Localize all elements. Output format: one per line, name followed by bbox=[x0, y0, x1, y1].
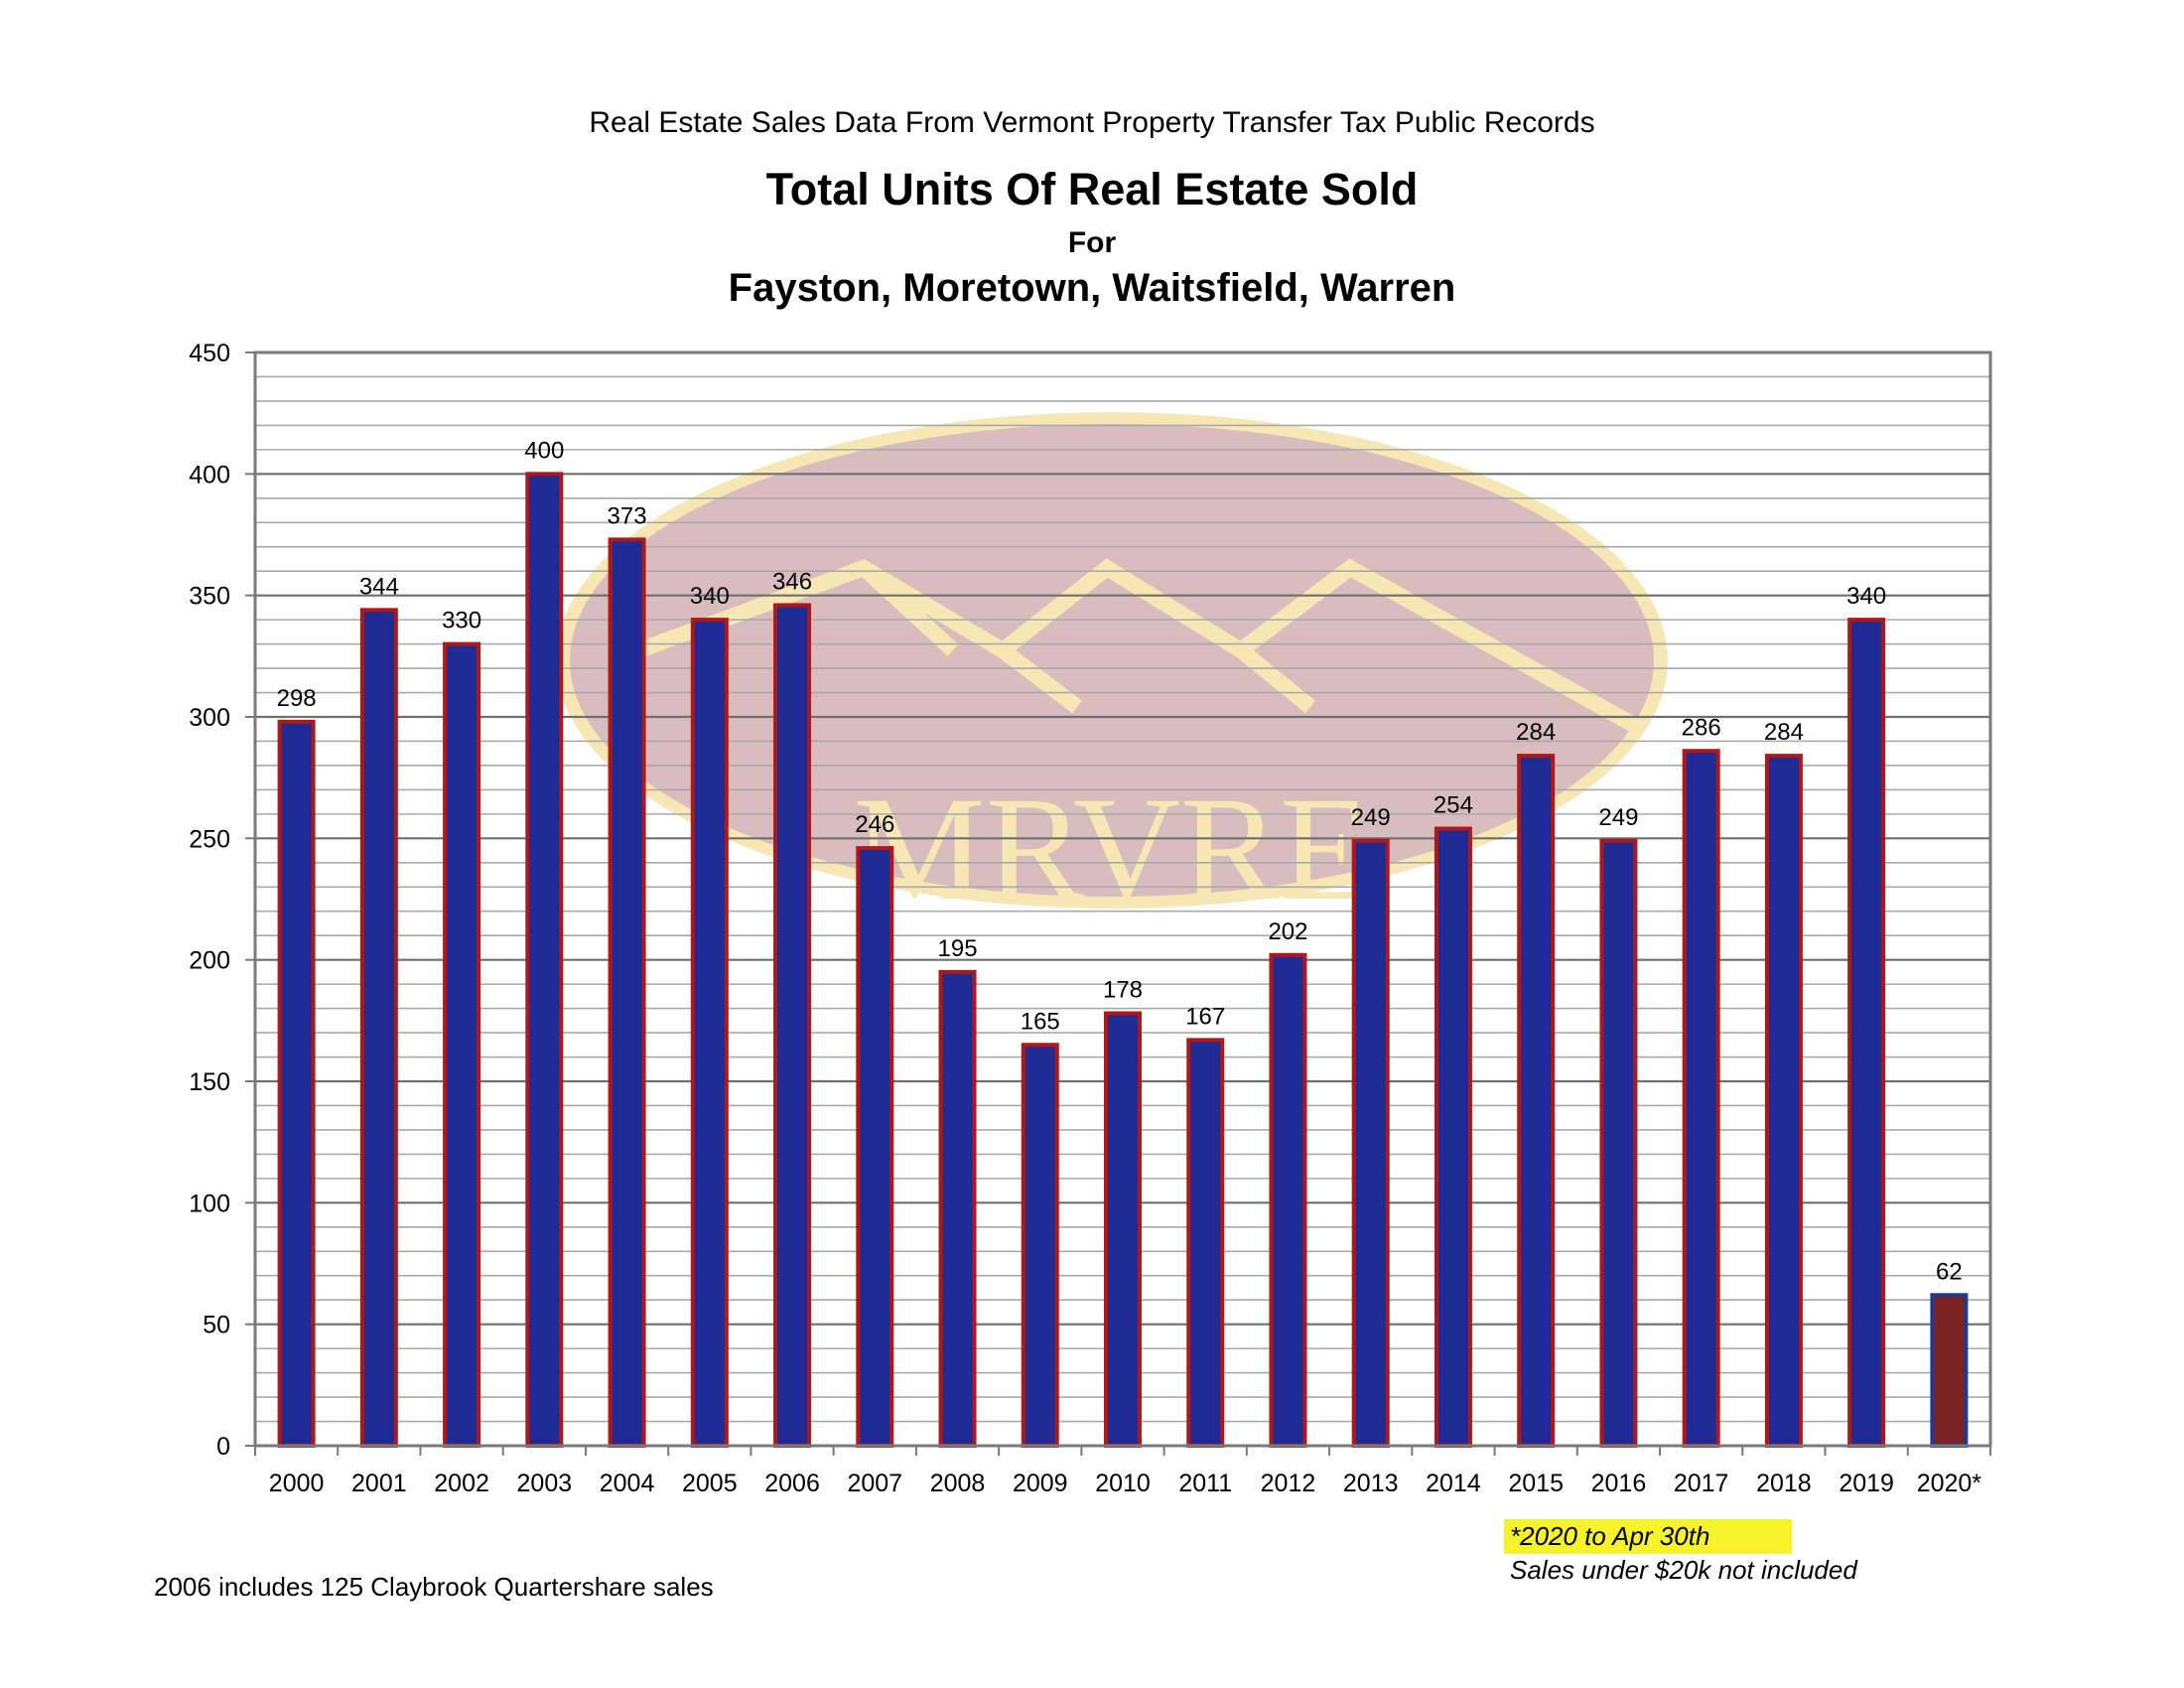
bar-2012 bbox=[1269, 952, 1307, 1448]
footnote-exclusion: Sales under $20k not included bbox=[1510, 1555, 1857, 1585]
y-tick-label: 350 bbox=[189, 583, 230, 611]
bar-2006 bbox=[773, 603, 812, 1448]
data-label: 195 bbox=[938, 935, 978, 962]
x-tick-label: 2019 bbox=[1839, 1470, 1894, 1497]
x-tick-label: 2007 bbox=[847, 1470, 902, 1497]
x-tick-label: 2006 bbox=[764, 1470, 820, 1497]
bar-2001 bbox=[359, 608, 398, 1448]
bar-2009 bbox=[1021, 1043, 1059, 1449]
bar-2016 bbox=[1599, 838, 1638, 1448]
bar-2014 bbox=[1433, 826, 1472, 1448]
data-label: 249 bbox=[1598, 804, 1638, 831]
y-tick-label: 250 bbox=[189, 825, 230, 853]
bar-2005 bbox=[690, 618, 729, 1448]
y-tick-label: 0 bbox=[216, 1433, 230, 1461]
data-label: 284 bbox=[1764, 719, 1804, 746]
watermark-oval bbox=[570, 424, 1654, 897]
chart-subtitle-for: For bbox=[1067, 226, 1117, 259]
data-label: 330 bbox=[442, 608, 481, 634]
x-tick-label: 2005 bbox=[682, 1470, 738, 1497]
x-tick-label: 2001 bbox=[351, 1470, 407, 1497]
mrvre-logo-watermark: MRVRE bbox=[556, 412, 1668, 931]
bar-2020* bbox=[1930, 1293, 1969, 1448]
x-tick-label: 2012 bbox=[1261, 1470, 1316, 1497]
x-tick-label: 2008 bbox=[930, 1470, 986, 1497]
data-label: 202 bbox=[1268, 918, 1307, 945]
bar-2000 bbox=[277, 719, 316, 1448]
x-tick-label: 2000 bbox=[269, 1470, 325, 1497]
y-tick-label: 400 bbox=[189, 461, 230, 489]
data-label: 249 bbox=[1351, 804, 1391, 831]
x-tick-label: 2013 bbox=[1343, 1470, 1399, 1497]
data-label: 340 bbox=[1846, 583, 1886, 610]
y-tick-label: 300 bbox=[189, 704, 230, 732]
y-tick-label: 450 bbox=[189, 340, 230, 367]
data-label: 167 bbox=[1185, 1003, 1225, 1030]
x-tick-label: 2002 bbox=[434, 1470, 489, 1497]
y-tick-label: 100 bbox=[189, 1190, 230, 1217]
data-label: 246 bbox=[855, 811, 894, 838]
y-tick-label: 200 bbox=[189, 947, 230, 975]
bar-2013 bbox=[1351, 838, 1390, 1448]
data-label: 165 bbox=[1021, 1008, 1060, 1035]
bar-2017 bbox=[1682, 749, 1720, 1448]
data-label: 178 bbox=[1103, 976, 1143, 1003]
data-label: 286 bbox=[1682, 714, 1721, 741]
bar-2011 bbox=[1186, 1038, 1225, 1448]
x-tick-label: 2009 bbox=[1013, 1470, 1068, 1497]
data-label: 340 bbox=[690, 583, 730, 610]
chart-title: Total Units Of Real Estate Sold bbox=[765, 164, 1419, 214]
chart-source-line: Real Estate Sales Data From Vermont Prop… bbox=[589, 106, 1595, 139]
x-tick-label: 2011 bbox=[1178, 1470, 1232, 1497]
bar-2004 bbox=[608, 537, 646, 1448]
y-tick-label: 50 bbox=[203, 1312, 230, 1339]
watermark-mountains-icon bbox=[622, 558, 1647, 738]
data-label: 254 bbox=[1433, 792, 1473, 819]
x-tick-label: 2010 bbox=[1095, 1470, 1151, 1497]
bar-2018 bbox=[1764, 754, 1803, 1448]
data-label: 298 bbox=[277, 685, 317, 712]
data-label: 344 bbox=[359, 573, 399, 600]
data-label: 284 bbox=[1516, 719, 1556, 746]
watermark-text: MRVRE bbox=[853, 767, 1370, 931]
bar-2002 bbox=[443, 641, 481, 1448]
x-tick-label: 2015 bbox=[1508, 1470, 1564, 1497]
x-tick-label: 2020* bbox=[1917, 1470, 1982, 1497]
x-axis: 2000 2001 2002 2003 2004 2005 2006 2007 2008 2009… bbox=[254, 1444, 1991, 1497]
data-label: 400 bbox=[524, 437, 564, 464]
footnote-2020-partial: *2020 to Apr 30th bbox=[1504, 1519, 1792, 1554]
chart-subtitle-towns: Fayston, Moretown, Waitsfield, Warren bbox=[728, 266, 1456, 310]
bar-2015 bbox=[1517, 754, 1556, 1448]
x-tick-label: 2004 bbox=[600, 1470, 655, 1497]
y-axis: 0 50 100 150 200 250 300 350 400 450 bbox=[189, 340, 255, 1461]
data-label: 346 bbox=[772, 568, 812, 595]
data-label: 373 bbox=[608, 502, 647, 529]
x-tick-label: 2014 bbox=[1426, 1470, 1481, 1497]
bar-2007 bbox=[856, 846, 894, 1448]
bar-2010 bbox=[1104, 1011, 1142, 1448]
x-tick-label: 2003 bbox=[517, 1470, 573, 1497]
bar-2019 bbox=[1847, 618, 1886, 1448]
x-tick-label: 2017 bbox=[1674, 1470, 1729, 1497]
x-tick-label: 2016 bbox=[1591, 1470, 1647, 1497]
x-tick-label: 2018 bbox=[1756, 1470, 1812, 1497]
data-label: 62 bbox=[1936, 1258, 1963, 1285]
y-tick-label: 150 bbox=[189, 1068, 230, 1096]
bar-2003 bbox=[525, 472, 564, 1449]
footnote-claybrook: 2006 includes 125 Claybrook Quartershare… bbox=[154, 1572, 714, 1602]
bar-2008 bbox=[938, 969, 977, 1449]
